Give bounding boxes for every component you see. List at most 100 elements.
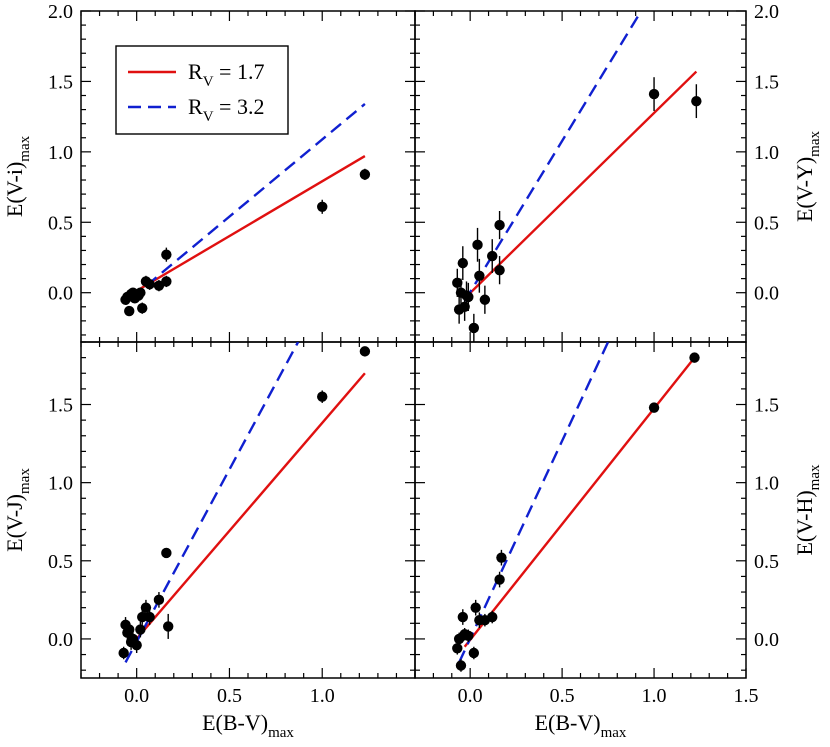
data-point bbox=[144, 611, 155, 623]
data-point bbox=[457, 257, 469, 269]
data-point bbox=[118, 647, 129, 659]
line-rv-3.2 bbox=[458, 342, 610, 663]
legend: RV = 1.7 RV = 3.2 bbox=[115, 45, 289, 135]
data-point bbox=[468, 647, 480, 659]
data-point bbox=[459, 301, 470, 312]
data-point bbox=[161, 547, 172, 559]
y-tick-label: 1.0 bbox=[48, 473, 73, 495]
data-point bbox=[468, 322, 480, 334]
legend-label-name: R bbox=[188, 94, 203, 119]
y-tick-label: 1.0 bbox=[754, 473, 779, 495]
data-point bbox=[153, 594, 165, 606]
data-point bbox=[137, 611, 148, 623]
y-axis-label: E(V-Y)max bbox=[792, 130, 823, 222]
data-point bbox=[140, 602, 152, 613]
y-tick-label: 1.5 bbox=[754, 395, 779, 417]
data-point bbox=[494, 264, 505, 276]
data-point bbox=[463, 291, 474, 303]
y-axis-label: E(V-H)max bbox=[792, 464, 823, 556]
y-axis-label-sub: max bbox=[807, 464, 823, 490]
data-point bbox=[470, 602, 481, 613]
data-point bbox=[124, 305, 135, 317]
data-point bbox=[137, 302, 148, 314]
data-point bbox=[496, 552, 507, 563]
legend-label-value: = 1.7 bbox=[214, 59, 265, 84]
y-tick-label: 1.5 bbox=[48, 71, 73, 93]
x-axis-label-left-main: E(B-V) bbox=[202, 710, 268, 735]
x-axis-label-right: E(B-V)max bbox=[535, 710, 627, 741]
y-axis-label-sub: max bbox=[17, 135, 33, 161]
data-points bbox=[452, 77, 702, 342]
line-rv-3.2 bbox=[124, 342, 300, 663]
panel-bottom-right: 0.0 0.5 1.0 1.5 0.0 0.5 1.0 1.5 E(V-H)max bbox=[414, 341, 823, 707]
data-points bbox=[118, 346, 371, 660]
y-tick-label: 1.5 bbox=[754, 71, 779, 93]
data-point bbox=[474, 270, 485, 281]
data-point bbox=[135, 624, 146, 635]
legend-label-rv-3.2: RV = 3.2 bbox=[188, 94, 264, 125]
data-point bbox=[494, 574, 505, 585]
data-point bbox=[689, 352, 700, 363]
data-point bbox=[131, 639, 142, 651]
x-tick-label: 1.0 bbox=[310, 685, 335, 707]
y-tick-label: 0.5 bbox=[754, 212, 779, 234]
x-tick-label: 1.5 bbox=[734, 685, 759, 707]
y-axis-label-main: E(V-i) bbox=[2, 162, 27, 217]
y-tick-label: 0.0 bbox=[48, 283, 73, 305]
x-tick-label: 0.5 bbox=[550, 685, 575, 707]
line-rv-1.7 bbox=[130, 372, 366, 646]
y-axis-label-sub: max bbox=[17, 468, 33, 494]
data-point bbox=[691, 95, 702, 107]
x-tick-label: 0.5 bbox=[217, 685, 242, 707]
y-tick-label: 0.5 bbox=[48, 551, 73, 573]
y-axis-label-main: E(V-J) bbox=[2, 494, 27, 552]
data-point bbox=[135, 287, 146, 298]
y-axis-label: E(V-i)max bbox=[2, 135, 33, 217]
x-axis-label-left-sub: max bbox=[268, 725, 294, 741]
panel-bottom-left: 0.0 0.5 1.0 0.0 0.5 1.0 1.5 E(V-J)max bbox=[2, 341, 416, 707]
data-point bbox=[463, 630, 474, 642]
y-axis-label-sub: max bbox=[807, 130, 823, 156]
line-rv-3.2 bbox=[463, 11, 643, 302]
y-axis-label-main: E(V-H) bbox=[792, 490, 817, 555]
y-tick-label: 2.0 bbox=[48, 1, 73, 23]
model-lines bbox=[130, 103, 366, 300]
x-tick-label: 1.0 bbox=[642, 685, 667, 707]
data-point bbox=[359, 169, 371, 180]
data-point bbox=[359, 346, 371, 357]
model-lines bbox=[124, 342, 366, 663]
data-point bbox=[648, 402, 660, 413]
line-rv-3.2 bbox=[130, 103, 366, 300]
data-point bbox=[479, 294, 491, 305]
x-tick-label: 0.0 bbox=[124, 685, 149, 707]
legend-label-sub: V bbox=[203, 74, 214, 90]
data-points bbox=[452, 352, 700, 672]
x-tick-label: 0.0 bbox=[458, 685, 483, 707]
legend-label-name: R bbox=[188, 59, 203, 84]
data-point bbox=[317, 201, 328, 212]
y-tick-label: 1.0 bbox=[48, 142, 73, 164]
data-point bbox=[452, 643, 463, 654]
data-point bbox=[648, 88, 660, 100]
y-tick-label: 1.5 bbox=[48, 395, 73, 417]
data-point bbox=[494, 219, 505, 231]
panel-top-right: 0.0 0.5 1.0 1.5 2.0 E(V-Y)max bbox=[414, 1, 823, 343]
panel-frame bbox=[414, 341, 747, 679]
y-tick-label: 1.0 bbox=[754, 142, 779, 164]
data-point bbox=[455, 660, 467, 671]
data-point bbox=[452, 277, 463, 289]
data-point bbox=[163, 621, 174, 632]
y-tick-label: 0.0 bbox=[754, 629, 779, 651]
y-tick-label: 2.0 bbox=[754, 1, 779, 23]
data-point bbox=[457, 611, 469, 623]
data-point bbox=[487, 250, 498, 262]
x-axis-label-left: E(B-V)max bbox=[202, 710, 294, 741]
y-axis-label-main: E(V-Y) bbox=[792, 157, 817, 222]
x-axis-label-right-main: E(B-V) bbox=[535, 710, 601, 735]
data-point bbox=[487, 611, 498, 623]
data-point bbox=[317, 391, 328, 402]
model-lines bbox=[463, 11, 698, 302]
y-tick-label: 0.0 bbox=[754, 283, 779, 305]
